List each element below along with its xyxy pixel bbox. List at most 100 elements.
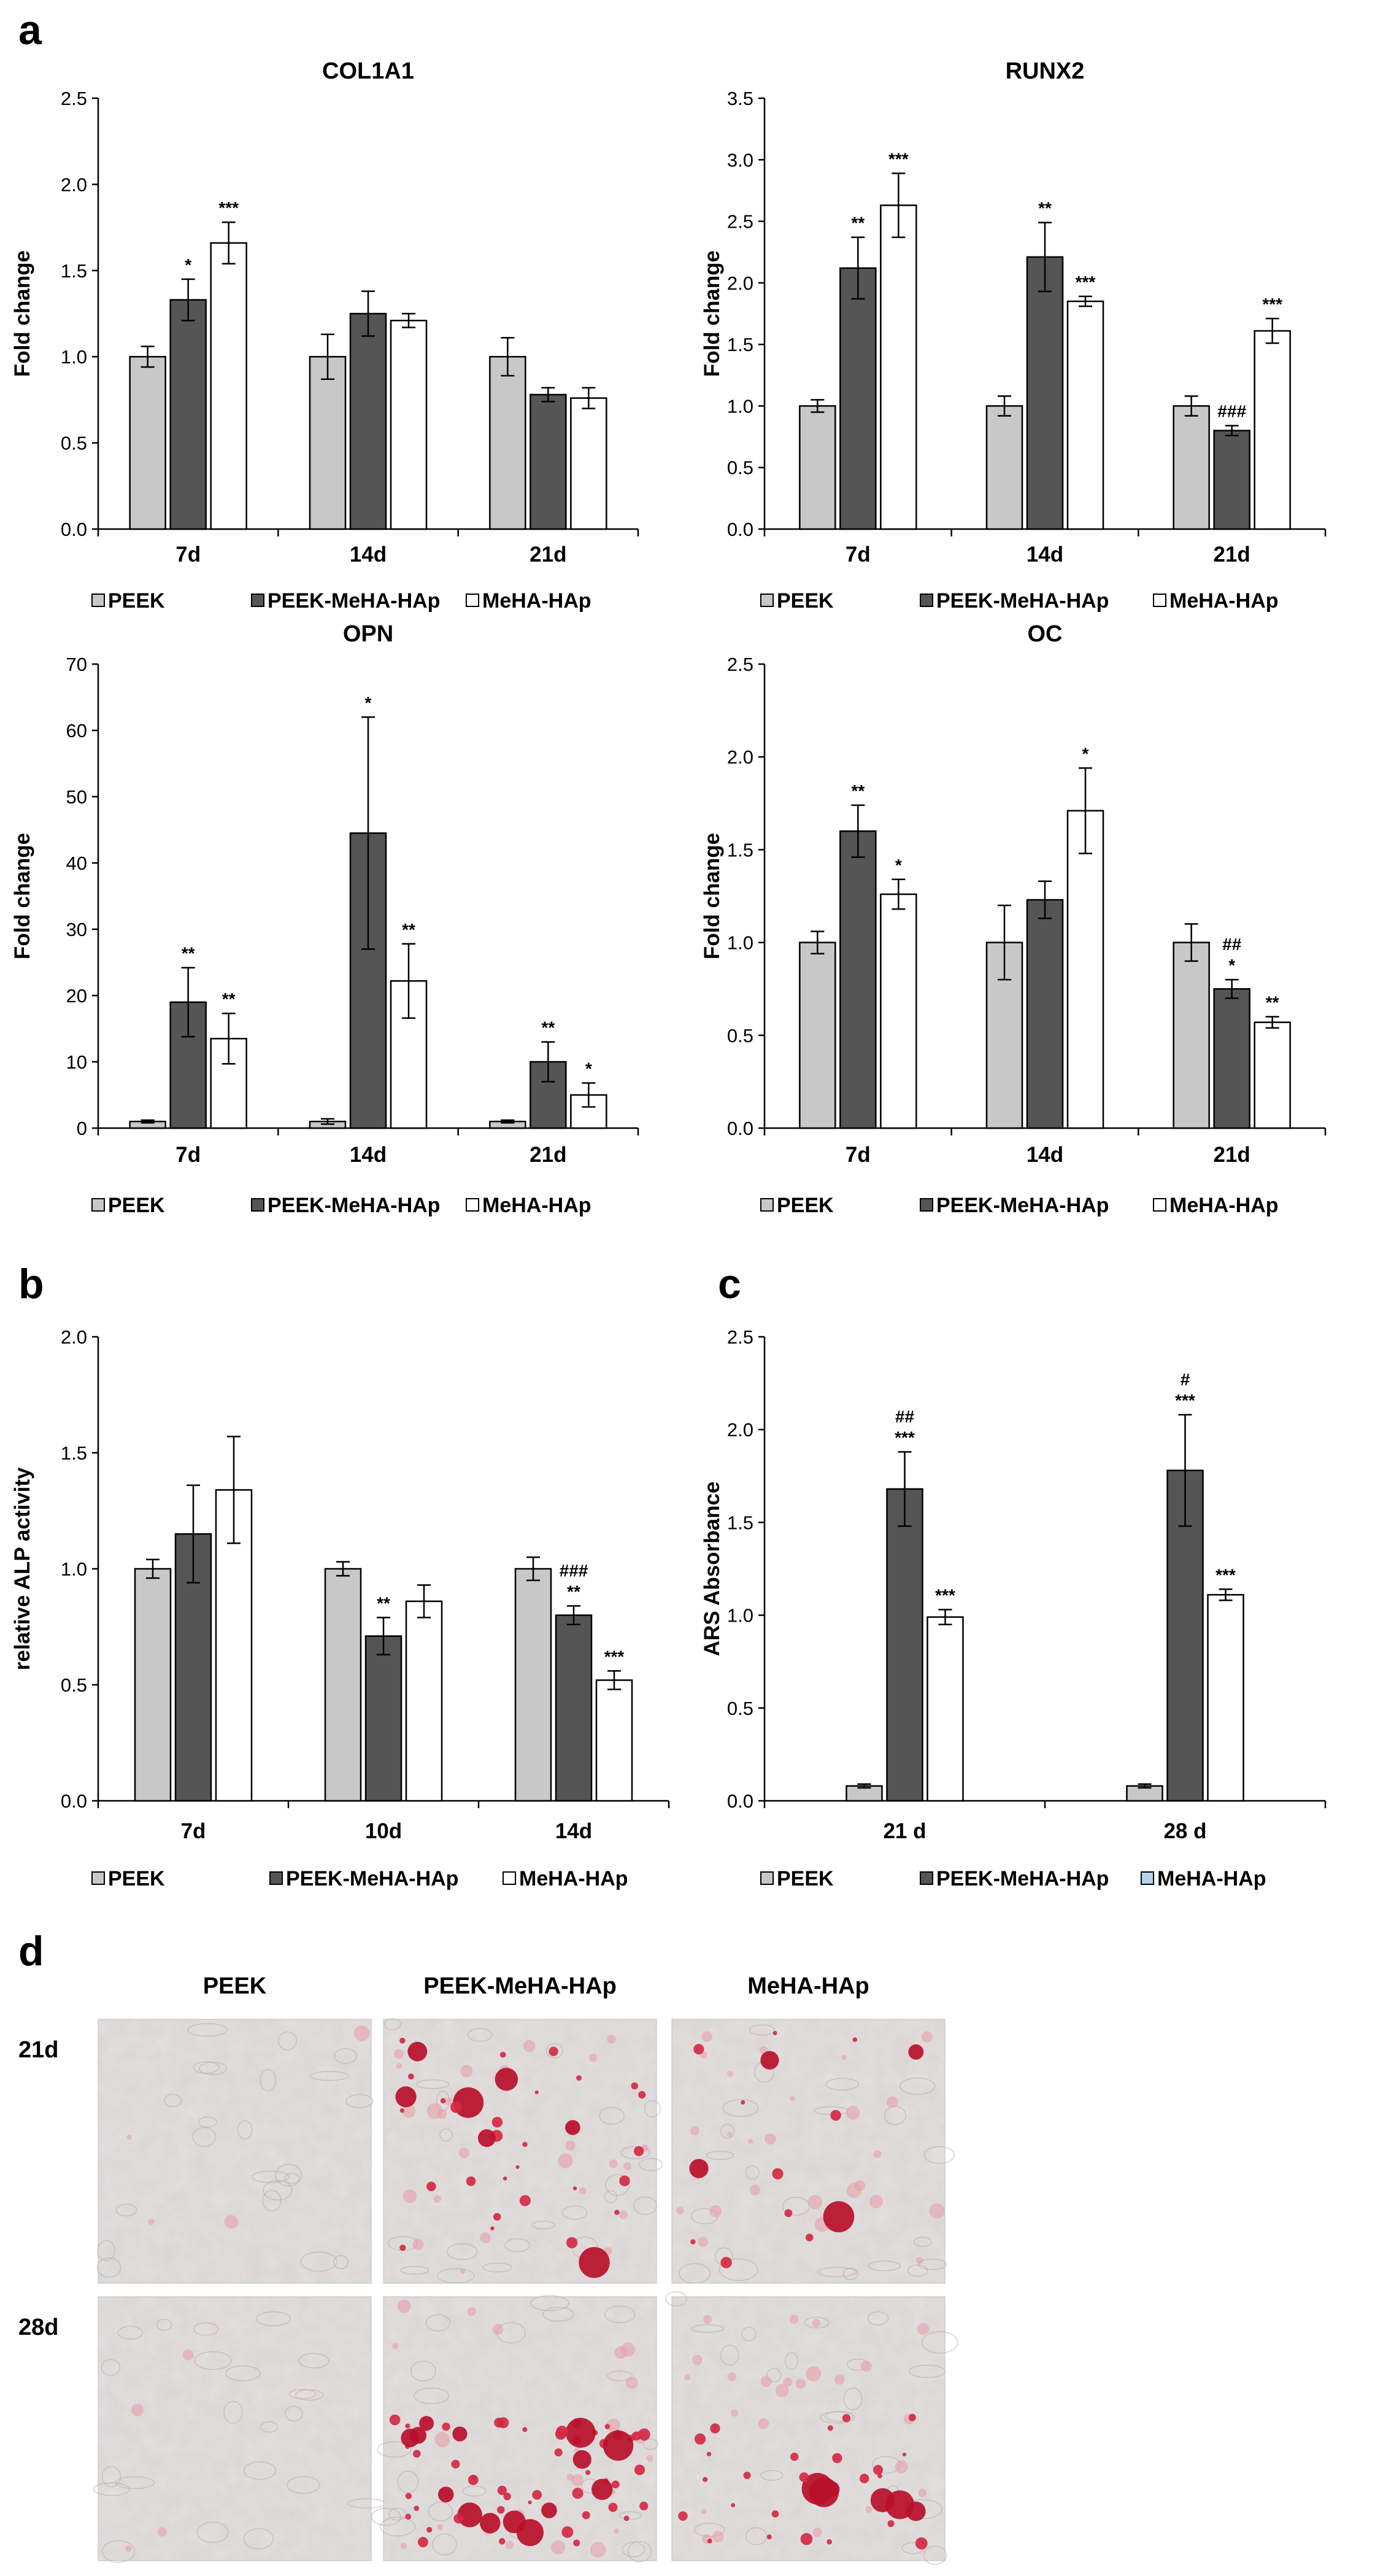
mineral-nodule	[490, 2226, 495, 2230]
mineral-nodule	[566, 2237, 578, 2249]
diffuse-stain	[126, 2135, 132, 2140]
x-tick-label-14d: 14d	[350, 1143, 387, 1167]
y-tick-label: 3.0	[727, 149, 753, 171]
diffuse-stain	[749, 2184, 761, 2195]
mineral-nodule	[528, 2500, 532, 2505]
cell-outline	[718, 2258, 758, 2281]
mineral-nodule	[826, 2539, 832, 2545]
mineral-nodule	[565, 2418, 596, 2448]
bar-meha-hap-7d	[210, 242, 247, 530]
mineral-nodule	[639, 2501, 649, 2511]
cell-outline	[923, 2146, 955, 2164]
bar-meha-hap-28-d	[1207, 1594, 1244, 1802]
cell-outline	[706, 2151, 734, 2160]
significance-label: *	[585, 1059, 592, 1078]
y-tick-label: 70	[66, 654, 87, 675]
cell-outline	[432, 2533, 457, 2556]
cell-outline	[766, 2368, 782, 2383]
chart-alp: b relative ALP activity 0.0 0.5 1.0 1.5 2.0 7d 1…	[10, 1261, 670, 1890]
cell-outline	[192, 2127, 217, 2147]
micrograph-peek-meha-hap-21d	[383, 2018, 663, 2284]
x-tick-label-7d: 7d	[175, 543, 201, 567]
mineral-nodule	[706, 2451, 712, 2457]
cell-outline	[439, 2129, 453, 2141]
micrograph-texture	[98, 2019, 371, 2283]
mineral-nodule	[741, 2100, 745, 2105]
significance-label: **	[182, 944, 195, 963]
y-tick-label: 0.0	[61, 519, 87, 540]
row-label-21d: 21d	[18, 2037, 58, 2063]
diffuse-stain	[789, 2095, 795, 2102]
bar-peek-meha-hap-21-d	[886, 1488, 923, 1802]
mineral-nodule	[497, 2505, 505, 2514]
cell-outline	[900, 2077, 936, 2095]
cell-outline	[545, 2043, 564, 2059]
bar-meha-hap-14d	[595, 1679, 633, 1802]
chart-ars: c ARS Absorbance 0.0 0.5 1.0 1.5 2.0 2.5 21 d 28 …	[700, 1261, 1327, 1890]
bar-peek-meha-hap-14d	[1026, 256, 1064, 530]
cell-outline	[333, 2255, 349, 2270]
diffuse-stain	[353, 2025, 370, 2041]
significance-label: *	[185, 255, 191, 274]
cell-outline	[156, 2318, 172, 2331]
y-tick-label: 40	[66, 853, 87, 874]
significance-label: **	[377, 1593, 390, 1612]
diffuse-stain	[157, 2527, 167, 2537]
significance-label-hash: ##	[895, 1407, 915, 1426]
diffuse-stain	[609, 2159, 618, 2168]
legend-swatch-peek-meha-hap	[920, 1871, 933, 1885]
mineral-nodule	[832, 2453, 842, 2464]
mineral-nodule	[623, 2515, 630, 2521]
significance-label-hash: #	[1181, 1370, 1190, 1389]
mineral-nodule	[634, 2146, 644, 2156]
cell-outline	[627, 2540, 652, 2562]
legend-label-peek-meha-hap: PEEK-MeHA-HAp	[286, 1867, 458, 1890]
diffuse-stain	[727, 2070, 734, 2077]
mineral-nodule	[442, 2423, 450, 2431]
mineral-nodule	[450, 2101, 462, 2113]
cell-outline	[531, 2221, 555, 2230]
column-header-peek-meha-hap: PEEK-MeHA-HAp	[423, 1973, 617, 1999]
cell-outline	[101, 2359, 121, 2376]
legend-swatch-peek-meha-hap	[920, 1198, 933, 1212]
x-tick-label-21d: 21d	[530, 1143, 566, 1167]
significance-label: ***	[895, 1428, 915, 1447]
cell-outline	[101, 2466, 121, 2488]
mineral-nodule	[499, 2538, 506, 2545]
diffuse-stain	[393, 2049, 404, 2059]
cell-outline	[243, 2461, 276, 2480]
diffuse-stain	[701, 2508, 707, 2515]
mineral-nodule	[556, 2426, 568, 2438]
diffuse-stain	[692, 2354, 703, 2365]
legend-swatch-peek	[91, 594, 105, 607]
bar-peek-meha-hap-7d	[839, 830, 877, 1129]
mineral-nodule	[440, 2098, 446, 2104]
diffuse-stain	[712, 2531, 724, 2543]
diffuse-stain	[396, 2063, 403, 2069]
legend-label-meha-hap: MeHA-HAp	[519, 1867, 628, 1890]
diffuse-stain	[492, 2324, 504, 2335]
bar-peek-meha-hap-14d	[1026, 899, 1064, 1129]
diffuse-stain	[795, 2378, 806, 2389]
mineral-nodule	[678, 2511, 688, 2521]
micrograph-texture	[672, 2019, 945, 2283]
mineral-nodule	[619, 2175, 630, 2186]
bar-peek-21d	[1173, 942, 1210, 1129]
column-header-meha-hap: MeHA-HAp	[747, 1973, 869, 1999]
cell-outline	[760, 2470, 784, 2481]
y-axis-label: Fold change	[10, 833, 34, 959]
legend-label-peek: PEEK	[777, 1194, 834, 1217]
cell-outline	[193, 2061, 220, 2074]
cell-outline	[115, 2203, 137, 2217]
significance-label-hash: ###	[560, 1561, 588, 1580]
diffuse-stain	[765, 2133, 776, 2145]
diffuse-stain	[676, 2207, 684, 2214]
mineral-nodule	[799, 2472, 809, 2483]
significance-label: ***	[935, 1586, 955, 1605]
significance-label: ***	[1076, 273, 1096, 292]
mineral-nodule	[549, 2046, 558, 2056]
cell-outline	[749, 2024, 776, 2036]
mineral-nodule	[585, 2470, 591, 2475]
y-tick-label: 1.0	[727, 932, 753, 954]
